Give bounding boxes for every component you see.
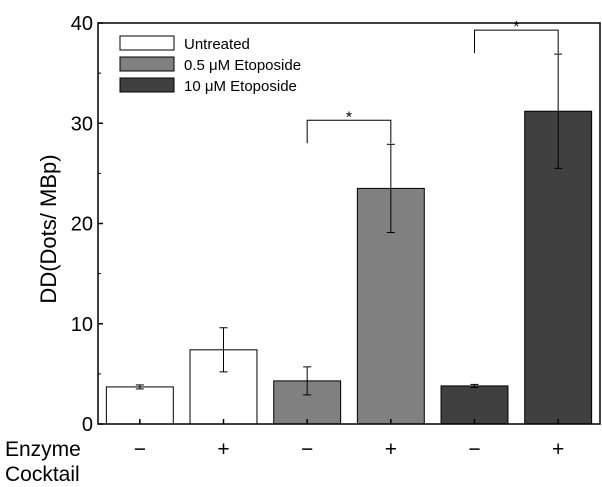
legend-label: Untreated	[184, 36, 250, 53]
row-label-enzyme: Enzyme	[5, 438, 81, 461]
error-bars-layer	[135, 53, 563, 396]
legend-label: 0.5 μM Etoposide	[184, 57, 301, 74]
bar-1	[105, 386, 174, 425]
y-tick-label: 30	[71, 113, 93, 135]
error-bar-6	[554, 53, 563, 169]
x-tick-labels-layer: − + − + − +	[134, 438, 565, 461]
y-ticks-layer: 0 10 20 30 40	[71, 13, 559, 436]
x-tick-label-3: −	[301, 438, 313, 461]
x-tick-label-2: +	[217, 438, 229, 461]
x-tick-label-6: +	[552, 438, 564, 461]
y-tick-label: 20	[71, 214, 93, 236]
significance-bracket-2: *	[474, 19, 559, 54]
legend: Untreated 0.5 μM Etoposide 10 μM Etoposide	[119, 35, 301, 95]
significance-layer: **	[306, 19, 559, 144]
error-bar-1	[135, 384, 144, 390]
y-tick-label: 10	[71, 314, 93, 336]
bar-5	[440, 385, 509, 425]
error-bar-4	[386, 143, 395, 234]
x-tick-label-5: −	[468, 438, 480, 461]
significance-star: *	[513, 19, 519, 36]
legend-swatch	[119, 77, 175, 93]
significance-star: *	[346, 109, 352, 126]
row-label-cocktail: Cocktail	[5, 463, 80, 486]
error-bar-2	[219, 327, 228, 373]
y-tick-label: 0	[82, 414, 93, 436]
bracket-line	[474, 29, 559, 54]
legend-swatch	[119, 35, 175, 51]
x-tick-label-1: −	[134, 438, 146, 461]
y-axis-label: DD(Dots/ MBp)	[36, 154, 61, 303]
bars-layer	[105, 110, 593, 425]
legend-swatch	[119, 56, 175, 72]
legend-label: 10 μM Etoposide	[184, 78, 297, 95]
error-bar-5	[470, 383, 479, 388]
error-bar-3	[303, 366, 312, 396]
significance-bracket-1: *	[306, 109, 392, 144]
legend-item-1: Untreated	[119, 35, 250, 53]
legend-item-3: 10 μM Etoposide	[119, 77, 297, 95]
bracket-line	[306, 119, 392, 144]
x-tick-label-4: +	[385, 438, 397, 461]
legend-item-2: 0.5 μM Etoposide	[119, 56, 301, 74]
y-tick-label: 40	[71, 13, 93, 35]
